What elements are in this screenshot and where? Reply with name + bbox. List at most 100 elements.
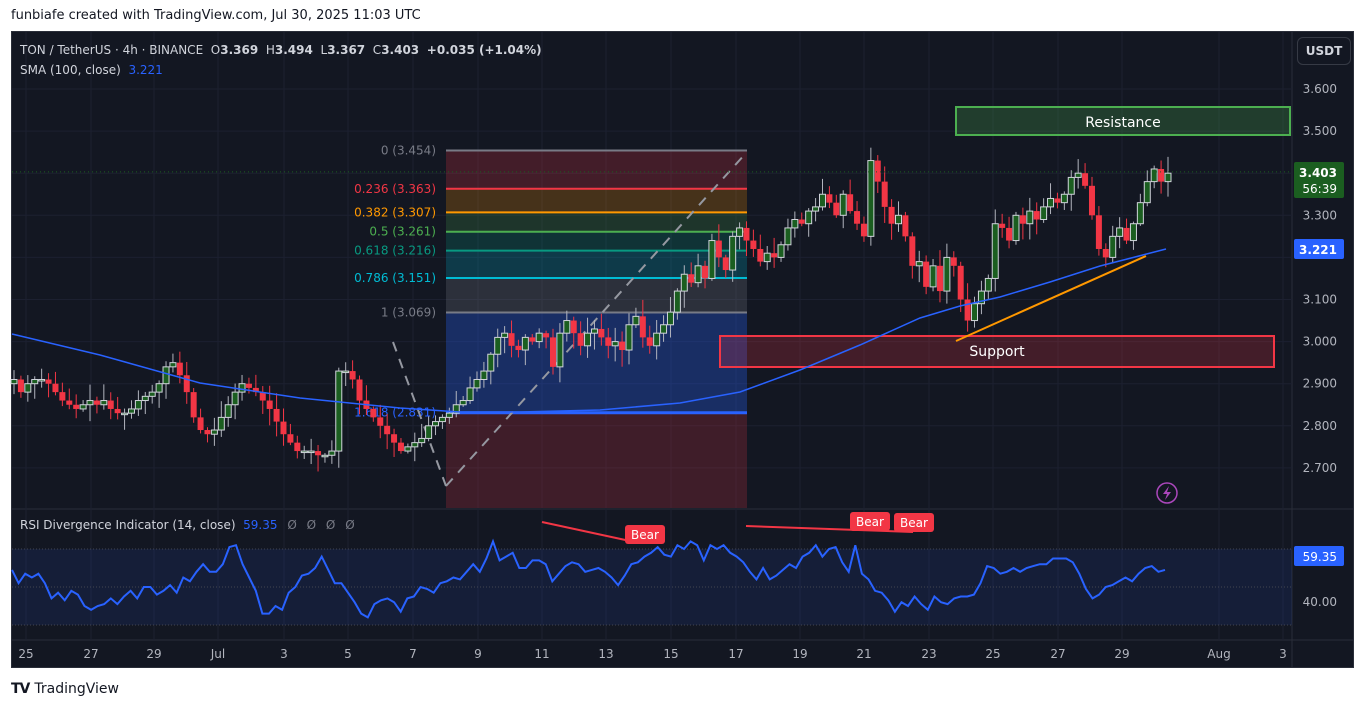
candle-body-up[interactable]: [217, 416, 225, 431]
candle-body-up[interactable]: [929, 265, 937, 288]
candle-body-up[interactable]: [452, 404, 460, 414]
candle-body-down[interactable]: [1054, 198, 1061, 203]
candle-body-down[interactable]: [114, 408, 121, 414]
candle-body-down[interactable]: [577, 333, 584, 346]
candle-body-down[interactable]: [245, 383, 252, 388]
candle-body-up[interactable]: [224, 404, 232, 418]
candle-body-down[interactable]: [619, 341, 626, 351]
candle-body-up[interactable]: [812, 206, 820, 212]
candle-body-down[interactable]: [176, 362, 183, 376]
candle-body-up[interactable]: [141, 395, 149, 402]
candle-body-up[interactable]: [134, 400, 142, 410]
candle-body-up[interactable]: [625, 324, 633, 351]
candle-body-up[interactable]: [895, 214, 903, 225]
candle-body-down[interactable]: [1033, 211, 1040, 220]
candle-body-up[interactable]: [1040, 206, 1048, 221]
candle-body-down[interactable]: [515, 345, 522, 351]
candle-body-down[interactable]: [73, 404, 80, 409]
candle-body-down[interactable]: [833, 202, 840, 216]
candle-body-down[interactable]: [280, 421, 287, 435]
candle-body-down[interactable]: [549, 337, 556, 367]
candle-body-down[interactable]: [197, 417, 204, 431]
fib-trend-line[interactable]: [392, 341, 447, 487]
candle-body-down[interactable]: [1158, 168, 1165, 182]
candle-body-up[interactable]: [1150, 168, 1158, 183]
candle-body-down[interactable]: [798, 219, 805, 224]
candle-body-up[interactable]: [480, 370, 488, 380]
candle-body-up[interactable]: [556, 332, 564, 368]
candle-body-down[interactable]: [370, 408, 377, 418]
candle-body-up[interactable]: [563, 320, 571, 334]
candle-body-up[interactable]: [487, 353, 495, 372]
candle-body-up[interactable]: [991, 223, 999, 279]
candle-body-down[interactable]: [605, 337, 612, 346]
candle-body-down[interactable]: [17, 379, 24, 393]
candles[interactable]: [10, 147, 1172, 472]
candle-body-up[interactable]: [1164, 172, 1172, 183]
candle-body-up[interactable]: [521, 336, 529, 351]
candle-body-up[interactable]: [418, 437, 426, 444]
candle-body-up[interactable]: [494, 336, 502, 355]
candle-body-down[interactable]: [93, 400, 100, 405]
candle-body-down[interactable]: [715, 240, 722, 258]
rsi-legend[interactable]: RSI Divergence Indicator (14, close) 59.…: [20, 518, 355, 532]
last-price-tag[interactable]: [1294, 162, 1344, 198]
candle-body-down[interactable]: [349, 371, 356, 380]
ascending-trendline[interactable]: [955, 255, 1147, 342]
candle-body-down[interactable]: [902, 215, 909, 237]
candle-body-up[interactable]: [984, 277, 992, 292]
candle-body-up[interactable]: [38, 378, 46, 382]
candle-body-up[interactable]: [1109, 235, 1117, 258]
candle-body-down[interactable]: [888, 206, 895, 224]
candle-body-up[interactable]: [694, 265, 702, 284]
lightning-icon[interactable]: [1156, 482, 1178, 504]
candle-body-down[interactable]: [66, 400, 73, 405]
candle-body-up[interactable]: [791, 219, 799, 229]
candle-body-down[interactable]: [570, 320, 577, 334]
candle-body-down[interactable]: [909, 236, 916, 266]
candle-body-up[interactable]: [680, 273, 688, 292]
candle-body-up[interactable]: [127, 408, 135, 414]
symbol-name[interactable]: TON / TetherUS · 4h · BINANCE: [20, 43, 204, 57]
resistance-zone[interactable]: [955, 106, 1291, 136]
candle-body-up[interactable]: [535, 332, 543, 343]
candle-body-down[interactable]: [529, 337, 536, 342]
candle-body-down[interactable]: [543, 333, 550, 338]
candle-body-up[interactable]: [300, 450, 308, 454]
candle-body-up[interactable]: [31, 378, 39, 385]
candle-body-up[interactable]: [155, 383, 163, 393]
candle-body-down[interactable]: [377, 417, 384, 426]
candle-body-down[interactable]: [874, 160, 881, 182]
candle-body-up[interactable]: [660, 324, 668, 334]
candle-body-up[interactable]: [445, 412, 453, 418]
candle-body-down[interactable]: [397, 442, 404, 452]
bear-signal-badge[interactable]: [850, 512, 890, 531]
candle-body-down[interactable]: [881, 181, 888, 207]
candle-body-up[interactable]: [1047, 197, 1055, 208]
main-pane[interactable]: [12, 32, 1292, 508]
candle-body-up[interactable]: [777, 244, 785, 258]
candle-body-up[interactable]: [321, 454, 329, 458]
candle-body-down[interactable]: [646, 337, 653, 346]
candle-body-down[interactable]: [266, 400, 273, 409]
bear-divergence-line[interactable]: [541, 521, 631, 542]
candle-body-down[interactable]: [1123, 227, 1130, 241]
candle-body-down[interactable]: [391, 434, 398, 443]
candle-body-down[interactable]: [826, 194, 833, 203]
candle-body-down[interactable]: [183, 375, 190, 393]
candle-body-up[interactable]: [818, 193, 826, 208]
candle-body-up[interactable]: [335, 370, 343, 452]
candle-body-up[interactable]: [328, 450, 336, 456]
candle-body-down[interactable]: [107, 400, 114, 409]
candle-body-down[interactable]: [757, 248, 764, 262]
candle-body-up[interactable]: [736, 227, 744, 237]
candle-body-down[interactable]: [294, 442, 301, 452]
sma-price-tag[interactable]: [1294, 239, 1344, 259]
candle-body-down[interactable]: [1006, 227, 1013, 241]
candle-body-down[interactable]: [204, 430, 211, 435]
candle-body-up[interactable]: [1067, 176, 1075, 195]
candle-body-up[interactable]: [1012, 214, 1020, 242]
candle-body-down[interactable]: [190, 392, 197, 418]
candle-body-up[interactable]: [466, 387, 474, 402]
candle-body-down[interactable]: [1088, 185, 1095, 216]
